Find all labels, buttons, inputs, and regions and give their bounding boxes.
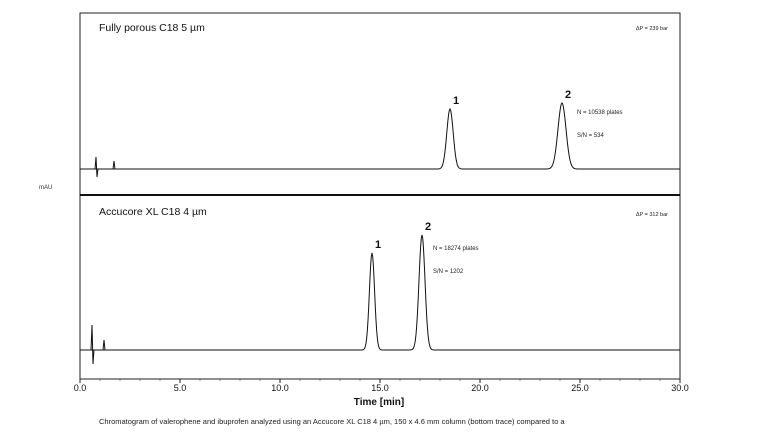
injection-artifact: [102, 339, 106, 351]
peak-annotation: S/N = 534: [577, 133, 605, 139]
x-tick-label: 0.0: [74, 383, 87, 393]
plot-frame: [79, 12, 681, 380]
pressure-label: ΔP = 312 bar: [636, 212, 668, 218]
x-tick-label: 5.0: [174, 383, 187, 393]
peak-annotation: N = 18274 plates: [433, 246, 479, 252]
figure-caption: Chromatogram of valerophene and ibuprofe…: [99, 417, 565, 426]
injection-artifact: [94, 156, 99, 178]
panel-fully-porous: Fully porous C18 5 µm ΔP = 239 bar 1 2 N = 1…: [80, 22, 680, 178]
chromatogram-trace: [80, 102, 680, 170]
x-axis-label: Time [min]: [354, 397, 404, 408]
peak-label: 1: [453, 95, 459, 107]
panel-accucore: Accucore XL C18 4 µm ΔP = 312 bar 1 2 N = 18…: [80, 206, 680, 365]
x-tick-label: 25.0: [571, 383, 589, 393]
x-tick-label: 15.0: [371, 383, 389, 393]
panel-title: Fully porous C18 5 µm: [99, 22, 205, 34]
y-axis-label: mAU: [39, 185, 52, 191]
pressure-label: ΔP = 239 bar: [636, 26, 668, 32]
peak-annotation: N = 10538 plates: [577, 110, 623, 116]
x-axis: 0.0 5.0 10.0 15.0 20.0 25.0 30.0: [74, 379, 689, 393]
x-tick-label: 20.0: [471, 383, 489, 393]
injection-artifact: [90, 324, 95, 365]
panel-title: Accucore XL C18 4 µm: [99, 206, 207, 218]
peak-annotation: S/N = 1202: [433, 269, 464, 275]
x-tick-label: 10.0: [271, 383, 289, 393]
chromatogram-trace: [80, 234, 680, 351]
peak-label: 1: [375, 239, 381, 251]
peak-label: 2: [425, 221, 431, 233]
injection-artifact: [112, 160, 116, 170]
x-tick-label: 30.0: [671, 383, 689, 393]
peak-label: 2: [565, 89, 571, 101]
